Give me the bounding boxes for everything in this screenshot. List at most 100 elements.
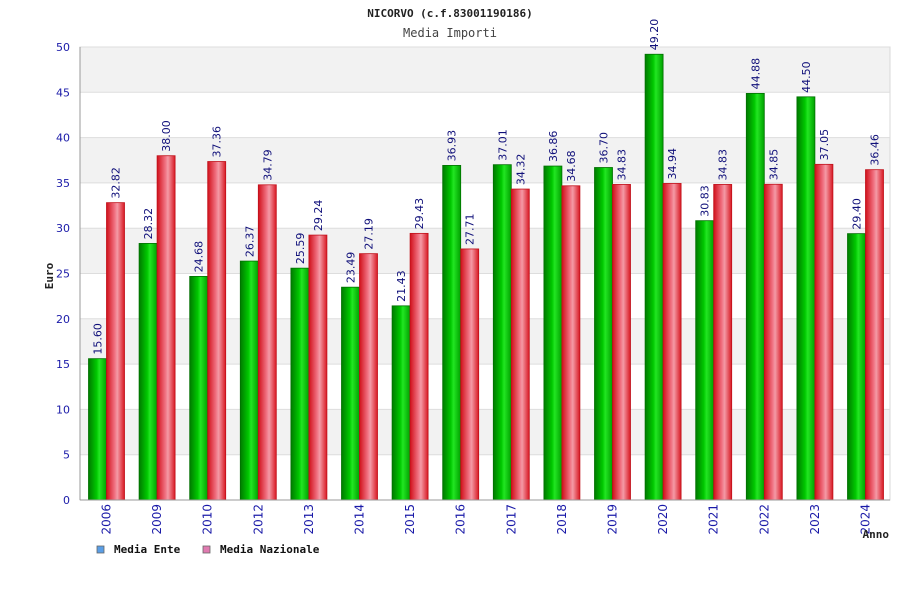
y-tick-label: 30	[56, 222, 70, 235]
value-label-media-ente-2010: 24.68	[193, 241, 206, 273]
bar-media-ente-2012	[239, 260, 259, 501]
value-label-media-ente-2019: 36.70	[598, 132, 611, 164]
legend-swatch-media-nazionale	[202, 545, 211, 554]
bar-media-nazionale-2023	[814, 163, 834, 501]
x-tick-label-2009: 2009	[150, 504, 164, 535]
legend: Media Ente Media Nazionale	[96, 543, 320, 556]
value-label-media-ente-2015: 21.43	[395, 270, 408, 302]
bar-media-nazionale-2013	[308, 234, 328, 501]
value-label-media-nazionale-2009: 38.00	[160, 120, 173, 152]
x-tick-label-2017: 2017	[504, 504, 518, 535]
value-label-media-ente-2018: 36.86	[547, 131, 560, 163]
bar-media-nazionale-2006	[106, 202, 125, 501]
bar-media-nazionale-2022	[763, 183, 783, 501]
bar-media-nazionale-2009	[156, 155, 176, 501]
x-tick-label-2006: 2006	[100, 504, 114, 535]
value-label-media-ente-2020: 49.20	[648, 19, 661, 51]
x-tick-label-2015: 2015	[403, 504, 417, 535]
value-label-media-ente-2009: 28.32	[142, 208, 155, 240]
value-label-media-nazionale-2019: 34.83	[616, 149, 629, 181]
bar-media-ente-2018	[543, 165, 563, 501]
y-axis-title: Euro	[43, 262, 56, 289]
bar-media-ente-2024	[847, 233, 866, 501]
y-tick-label: 10	[56, 403, 70, 416]
bar-media-nazionale-2010	[207, 161, 227, 501]
x-tick-label-2023: 2023	[808, 504, 822, 535]
bar-media-nazionale-2020	[662, 183, 682, 501]
bar-media-ente-2010	[189, 275, 209, 501]
value-label-media-nazionale-2020: 34.94	[666, 148, 679, 180]
chart-subtitle: Media Importi	[403, 26, 497, 40]
value-label-media-ente-2022: 44.88	[749, 58, 762, 90]
y-tick-label: 35	[56, 177, 70, 190]
legend-label-media-ente: Media Ente	[114, 543, 181, 556]
plot-band	[80, 47, 890, 93]
value-label-media-nazionale-2014: 27.19	[363, 218, 376, 250]
value-label-media-ente-2016: 36.93	[446, 130, 459, 162]
bar-media-ente-2017	[492, 164, 512, 501]
x-axis-ticks: 2006 2009 2010 2012 2013 2014 2015 2016 2017 2018…	[100, 504, 873, 535]
y-tick-label: 0	[63, 494, 70, 507]
value-labels: 15.60 32.82 28.32 38.00 24.68 37.36 26.37 34.79…	[92, 19, 882, 355]
x-tick-label-2020: 2020	[656, 504, 670, 535]
y-tick-label: 5	[63, 449, 70, 462]
x-tick-label-2024: 2024	[859, 504, 873, 535]
x-tick-label-2012: 2012	[251, 504, 265, 535]
x-tick-label-2014: 2014	[353, 504, 367, 535]
plot-band	[80, 92, 890, 138]
x-tick-label-2019: 2019	[606, 504, 620, 535]
y-tick-label: 20	[56, 313, 70, 326]
y-tick-label: 50	[56, 41, 70, 54]
y-tick-label: 45	[56, 86, 70, 99]
value-label-media-nazionale-2021: 34.83	[717, 149, 730, 181]
bar-media-ente-2016	[442, 165, 462, 501]
bar-media-ente-2015	[391, 305, 411, 501]
x-tick-label-2016: 2016	[454, 504, 468, 535]
value-label-media-nazionale-2024: 36.46	[869, 134, 882, 166]
value-label-media-nazionale-2017: 34.32	[514, 154, 527, 186]
bar-media-ente-2019	[594, 167, 613, 501]
value-label-media-ente-2017: 37.01	[496, 129, 509, 161]
bar-media-ente-2013	[290, 267, 310, 501]
y-axis-ticks: 0 5 10 15 20 25 30 35 40 45 50	[56, 41, 70, 507]
value-label-media-nazionale-2010: 37.36	[211, 126, 224, 158]
value-label-media-ente-2021: 30.83	[699, 185, 712, 217]
value-label-media-nazionale-2015: 29.43	[413, 198, 426, 230]
x-axis-title: Anno	[863, 528, 890, 541]
y-tick-label: 40	[56, 132, 70, 145]
value-label-media-ente-2012: 26.37	[243, 226, 256, 257]
bar-media-nazionale-2016	[460, 248, 480, 501]
bar-media-nazionale-2017	[510, 188, 530, 501]
x-tick-label-2021: 2021	[707, 504, 721, 535]
x-tick-label-2013: 2013	[302, 504, 316, 535]
y-tick-label: 25	[56, 268, 70, 281]
value-label-media-nazionale-2022: 34.85	[767, 149, 780, 181]
y-tick-label: 15	[56, 358, 70, 371]
bar-media-ente-2006	[88, 358, 107, 501]
bar-media-nazionale-2018	[561, 185, 581, 501]
value-label-media-nazionale-2012: 34.79	[261, 149, 274, 181]
value-label-media-nazionale-2013: 29.24	[312, 200, 325, 232]
bar-media-ente-2023	[796, 96, 816, 501]
value-label-media-nazionale-2016: 27.71	[464, 213, 477, 245]
value-label-media-nazionale-2023: 37.05	[818, 129, 831, 161]
legend-swatch-media-ente	[96, 545, 105, 554]
value-label-media-nazionale-2006: 32.82	[110, 167, 123, 199]
legend-label-media-nazionale: Media Nazionale	[220, 543, 320, 556]
value-label-media-ente-2006: 15.60	[92, 323, 105, 355]
chart-title: NICORVO (c.f.83001190186)	[367, 7, 533, 20]
value-label-media-ente-2024: 29.40	[851, 198, 864, 230]
bar-media-nazionale-2019	[612, 184, 631, 501]
bar-media-nazionale-2015	[409, 232, 429, 501]
bar-media-ente-2020	[644, 53, 664, 501]
bar-media-nazionale-2024	[865, 169, 884, 501]
x-tick-label-2018: 2018	[555, 504, 569, 535]
value-label-media-nazionale-2018: 34.68	[565, 150, 578, 182]
bar-media-ente-2009	[138, 243, 158, 501]
bar-media-nazionale-2014	[359, 253, 378, 501]
bar-media-nazionale-2021	[713, 184, 733, 501]
x-tick-label-2022: 2022	[757, 504, 771, 535]
bar-media-ente-2021	[695, 220, 715, 501]
bar-media-ente-2022	[745, 92, 765, 501]
